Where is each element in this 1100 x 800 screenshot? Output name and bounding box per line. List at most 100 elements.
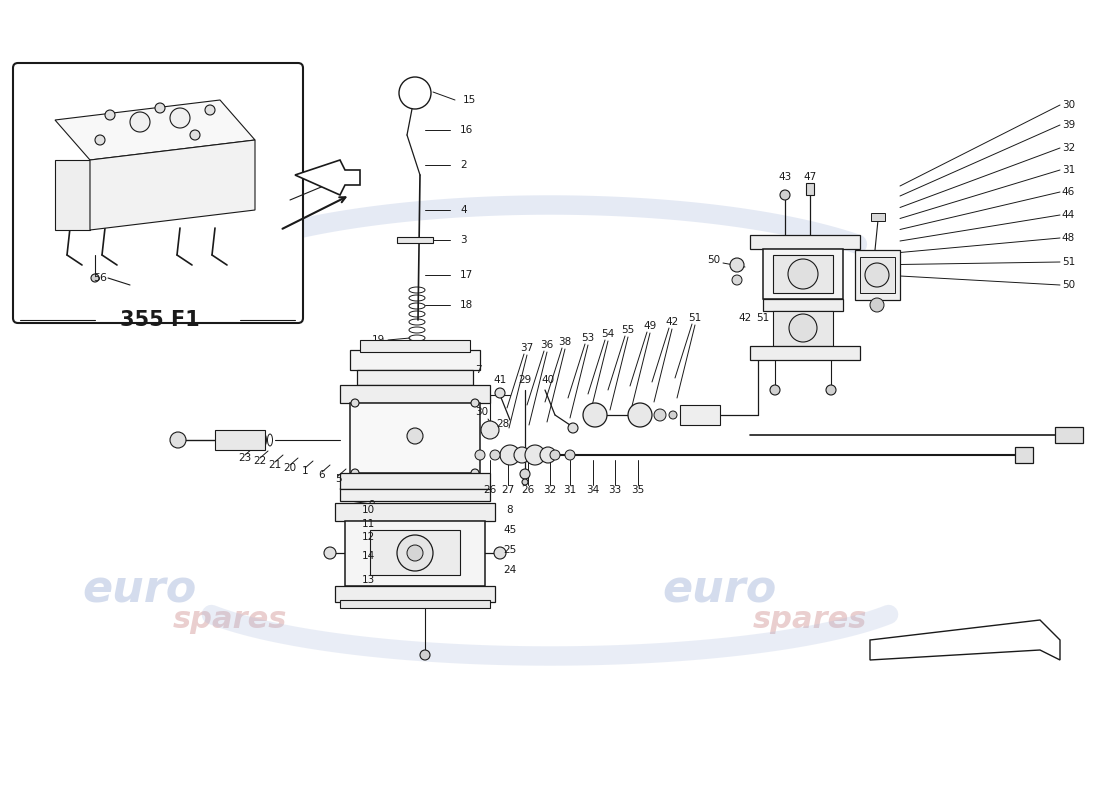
Bar xyxy=(340,489,490,501)
Bar xyxy=(340,385,490,403)
Polygon shape xyxy=(55,100,255,160)
Text: 14: 14 xyxy=(362,551,375,561)
Circle shape xyxy=(351,399,359,407)
Text: 5: 5 xyxy=(334,474,341,484)
Text: 17: 17 xyxy=(460,270,473,280)
Text: 3: 3 xyxy=(460,235,466,245)
Circle shape xyxy=(481,421,499,439)
Text: 43: 43 xyxy=(779,172,792,182)
Text: 9: 9 xyxy=(368,500,375,510)
Bar xyxy=(1055,427,1084,443)
Bar xyxy=(350,403,480,473)
Circle shape xyxy=(550,450,560,460)
Text: 32: 32 xyxy=(1062,143,1075,153)
Circle shape xyxy=(522,479,528,485)
Circle shape xyxy=(780,190,790,200)
Bar xyxy=(340,600,490,608)
Bar xyxy=(680,405,720,425)
Circle shape xyxy=(525,445,544,465)
Circle shape xyxy=(520,469,530,479)
Bar xyxy=(763,299,843,311)
Circle shape xyxy=(397,535,433,571)
Text: 34: 34 xyxy=(586,485,600,495)
Text: 42: 42 xyxy=(738,313,751,323)
Circle shape xyxy=(770,385,780,395)
Text: 16: 16 xyxy=(460,125,473,135)
Polygon shape xyxy=(870,620,1060,660)
Circle shape xyxy=(471,399,478,407)
Circle shape xyxy=(170,432,186,448)
Text: 40: 40 xyxy=(541,375,554,385)
Text: 48: 48 xyxy=(1062,233,1075,243)
Circle shape xyxy=(669,411,676,419)
Circle shape xyxy=(471,469,478,477)
Text: 31: 31 xyxy=(563,485,576,495)
Text: 6: 6 xyxy=(319,470,326,480)
Circle shape xyxy=(190,130,200,140)
Bar xyxy=(360,340,470,352)
Text: 26: 26 xyxy=(483,485,496,495)
Text: spares: spares xyxy=(173,606,287,634)
Bar xyxy=(773,255,833,293)
Bar xyxy=(350,350,480,370)
Circle shape xyxy=(155,103,165,113)
Bar xyxy=(1015,447,1033,463)
Text: 29: 29 xyxy=(518,375,531,385)
Text: 22: 22 xyxy=(253,456,266,466)
Text: 31: 31 xyxy=(1062,165,1075,175)
Circle shape xyxy=(788,259,818,289)
Circle shape xyxy=(170,108,190,128)
Text: 42: 42 xyxy=(666,317,679,327)
Circle shape xyxy=(475,450,485,460)
Circle shape xyxy=(420,650,430,660)
Text: 54: 54 xyxy=(602,329,615,339)
Circle shape xyxy=(789,314,817,342)
Bar xyxy=(750,235,860,249)
Bar xyxy=(345,521,485,586)
Text: 18: 18 xyxy=(460,300,473,310)
Circle shape xyxy=(91,274,99,282)
Text: 25: 25 xyxy=(504,545,517,555)
Text: 51: 51 xyxy=(1062,257,1075,267)
Circle shape xyxy=(407,545,424,561)
Text: 30: 30 xyxy=(1062,100,1075,110)
Text: 32: 32 xyxy=(543,485,557,495)
Circle shape xyxy=(654,409,666,421)
Circle shape xyxy=(407,428,424,444)
Bar xyxy=(806,183,814,195)
Bar xyxy=(871,213,886,221)
Text: 21: 21 xyxy=(268,460,282,470)
Polygon shape xyxy=(55,160,90,230)
Text: 47: 47 xyxy=(803,172,816,182)
Circle shape xyxy=(628,403,652,427)
Circle shape xyxy=(565,450,575,460)
Circle shape xyxy=(568,423,578,433)
Text: 27: 27 xyxy=(502,485,515,495)
Text: 35: 35 xyxy=(631,485,645,495)
Text: 7: 7 xyxy=(475,365,482,375)
Text: euro: euro xyxy=(663,569,778,611)
Circle shape xyxy=(495,388,505,398)
Bar xyxy=(855,250,900,300)
Circle shape xyxy=(324,547,336,559)
Bar xyxy=(397,237,433,243)
Circle shape xyxy=(865,263,889,287)
FancyBboxPatch shape xyxy=(13,63,302,323)
Text: 51: 51 xyxy=(689,313,702,323)
Text: 13: 13 xyxy=(362,575,375,585)
Text: 55: 55 xyxy=(621,325,635,335)
Circle shape xyxy=(130,112,150,132)
Text: 12: 12 xyxy=(362,532,375,542)
Circle shape xyxy=(826,385,836,395)
Bar xyxy=(358,370,473,385)
Text: 24: 24 xyxy=(504,565,517,575)
Circle shape xyxy=(732,275,742,285)
Circle shape xyxy=(351,469,359,477)
Circle shape xyxy=(490,450,500,460)
Text: 10: 10 xyxy=(362,505,375,515)
Circle shape xyxy=(730,258,744,272)
Bar xyxy=(214,430,265,450)
Bar xyxy=(340,473,490,489)
Text: 28: 28 xyxy=(496,419,509,429)
Text: 37: 37 xyxy=(520,343,534,353)
